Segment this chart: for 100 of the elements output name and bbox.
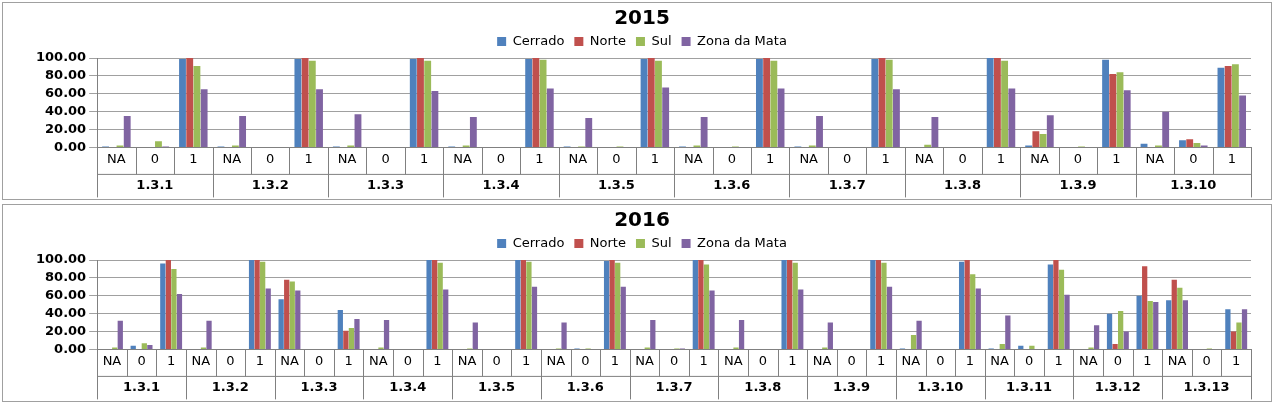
bar [1109,74,1117,147]
bar [515,260,521,349]
bar [827,322,833,349]
bar [1118,310,1124,349]
bar [426,260,432,349]
bar [1029,345,1035,349]
bar [975,288,981,349]
bar [123,116,131,147]
bar [1236,322,1242,349]
x-tick-label: 1 [166,352,176,368]
x-tick-label: 1 [1227,150,1236,166]
bar [343,330,349,349]
x-tick-label: 0 [1113,352,1123,368]
text: 1.3.3 [300,378,338,394]
bar [650,319,656,349]
bar [1093,325,1100,349]
bar [698,260,704,349]
bar [1162,111,1170,147]
bar [755,58,763,147]
y-tick-label: 100.00 [35,49,87,65]
legend-label: Sul [651,32,672,48]
bar [781,260,787,349]
bar [692,260,698,349]
bar [1230,331,1237,349]
bar [1047,264,1054,349]
bar [1018,345,1024,349]
x-tick-label: 1 [1232,352,1241,368]
y-tick-label: 40.00 [45,305,87,321]
x-tick-label: 0 [843,150,852,166]
text: 1.3.7 [655,378,693,394]
bar [539,59,547,147]
bar [437,262,443,349]
bar [738,319,745,349]
x-tick-label: 1 [1143,352,1152,368]
x-tick-label: NA [337,150,357,166]
bar [155,141,162,147]
bar [931,117,939,147]
y-tick-label: 80.00 [45,67,87,83]
x-tick-label: NA [102,352,122,368]
text: 1.3.8 [944,176,982,192]
bar [354,319,360,349]
bar [295,290,301,349]
x-tick-label: 1 [433,352,442,368]
bar [885,59,893,147]
bar [1193,142,1201,147]
text: 1.3.13 [1183,378,1230,394]
x-tick-label: 1 [1112,150,1121,166]
text: 1.3.9 [1059,176,1097,192]
bar [1241,309,1248,349]
bar [1106,313,1113,349]
bar [472,322,478,349]
bar [526,261,532,349]
bar [431,91,439,147]
bar [993,58,1001,147]
x-tick-label: 0 [936,352,945,368]
x-tick-label: 0 [314,352,324,368]
y-tick-label: 20.00 [45,322,87,338]
x-tick-label: 1 [699,352,708,368]
text: 1.3.10 [1170,176,1217,192]
bar [1058,269,1065,349]
bar [525,58,533,147]
bar [1231,64,1239,147]
bar [603,260,610,349]
x-tick-label: NA [901,352,921,368]
x-tick-label: 0 [727,150,736,166]
bar [1046,115,1054,147]
bar [964,260,970,349]
bar [798,289,804,349]
text: 1.3.9 [833,378,871,394]
y-tick-label: 0.00 [54,138,87,154]
x-tick-label: 0 [381,150,390,166]
x-tick-label: NA [1078,352,1098,368]
bar [703,264,710,349]
bar [130,345,136,349]
bar [278,299,284,349]
bar [893,89,900,147]
bar [1005,315,1011,349]
bar [1239,95,1247,147]
bar [787,260,793,349]
text: 1.3.12 [1094,378,1141,394]
legend-label: Norte [589,32,626,48]
bar [431,260,438,349]
bar [655,60,662,147]
bar [165,260,171,349]
text: 1.3.10 [917,378,964,394]
bar [1153,302,1159,349]
bar [248,260,255,349]
bar [520,260,527,349]
bar [585,117,593,147]
bar [700,117,708,147]
bar [443,289,449,349]
y-tick-label: 60.00 [45,287,87,303]
x-tick-label: 1 [522,352,531,368]
x-tick-label: 1 [610,352,620,368]
bar [117,320,123,349]
x-tick-label: 0 [847,352,856,368]
x-tick-label: 0 [758,352,767,368]
x-tick-label: 1 [344,352,353,368]
bar [709,290,715,349]
bar [147,344,153,349]
